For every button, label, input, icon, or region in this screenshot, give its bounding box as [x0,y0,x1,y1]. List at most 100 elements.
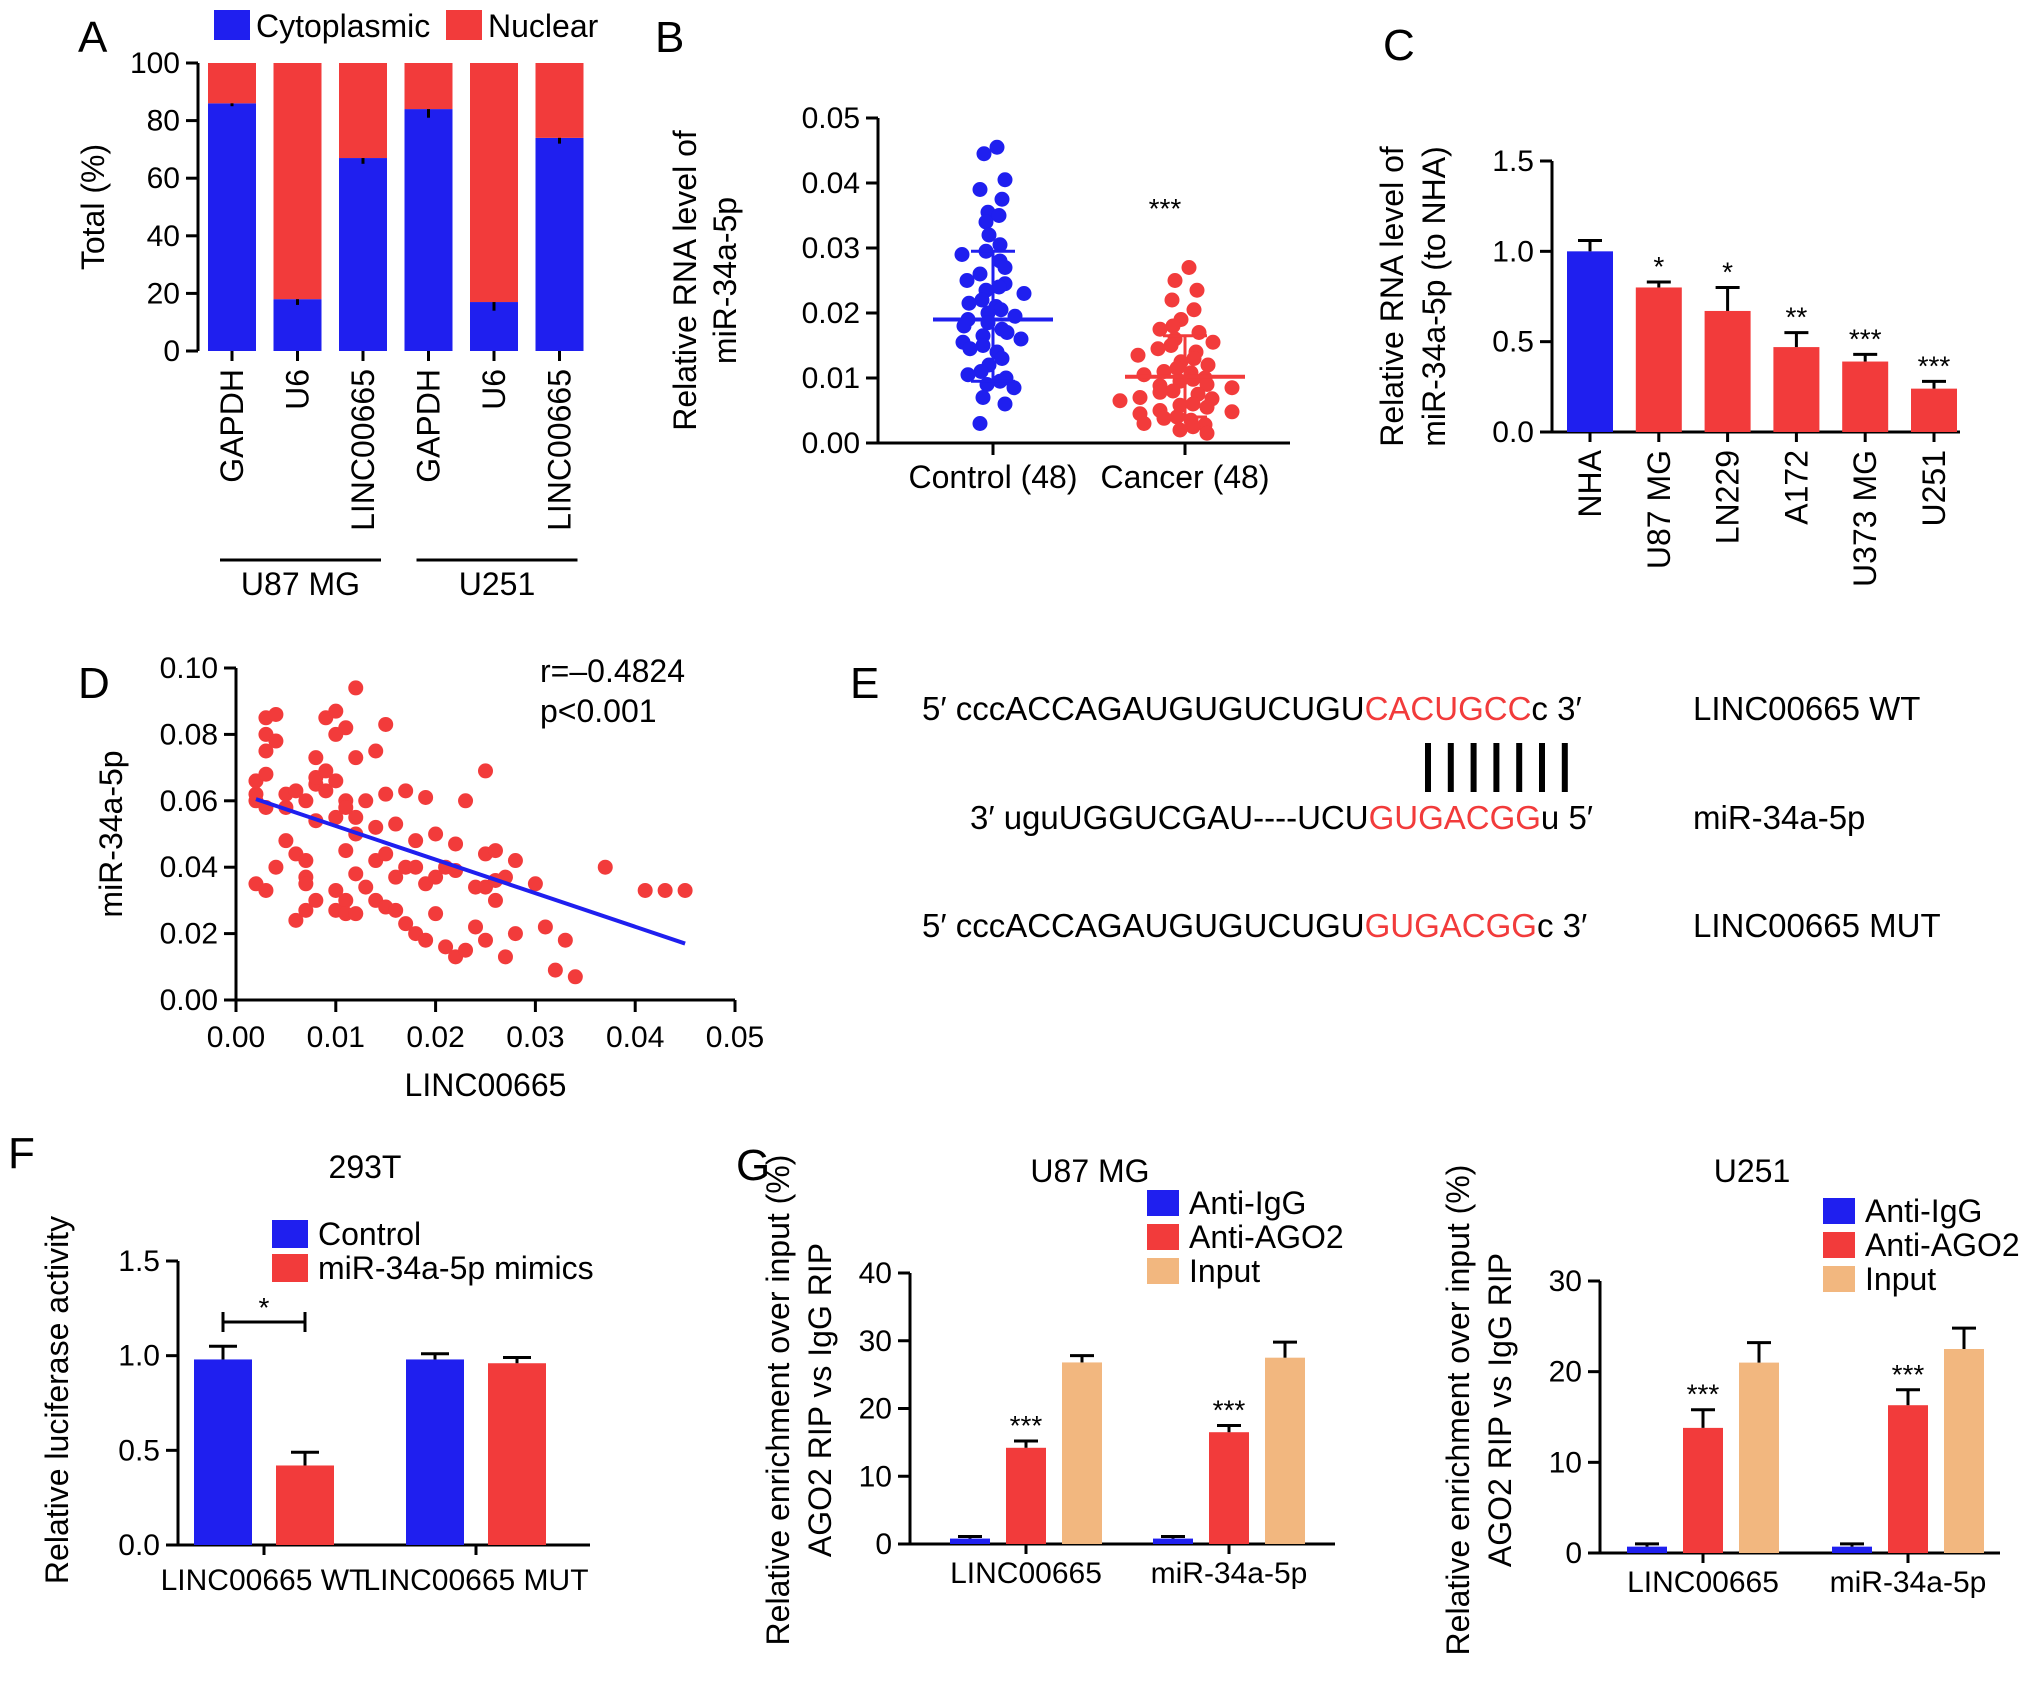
x-tick-label: NHA [1572,449,1608,517]
data-point [1172,422,1188,438]
x-tick-label: U251 [1916,450,1952,527]
data-point [1152,321,1168,337]
data-point [348,906,364,922]
data-point [989,139,1005,155]
legend-label: Anti-AGO2 [1865,1227,2020,1263]
panel-b: B 0.00 0.01 0.02 0.03 0.04 0.05 Relative RNA le… [655,13,1290,495]
x-tick-label: 0.02 [406,1021,464,1054]
data-point [288,912,304,928]
data-point [308,750,324,766]
y-tick-label: 0.04 [160,851,218,884]
data-point [1224,404,1240,420]
bar-cytoplasmic [339,158,387,351]
legend-label: Control [318,1216,421,1252]
data-point [318,783,334,799]
significance-label: *** [1892,1359,1925,1390]
x-tick-label: 0.04 [606,1021,664,1054]
data-point [1136,416,1152,431]
y-tick-label: 20 [147,277,180,310]
data-point [328,703,344,719]
data-point [478,763,493,779]
sequence-seed: GUGACGG [1365,907,1537,944]
data-point [1224,380,1240,396]
data-point [975,338,991,353]
x-tick-label: miR-34a-5p [1830,1566,1987,1599]
data-point [557,932,573,948]
legend-label: Anti-IgG [1189,1185,1306,1221]
sequence-row: 3′ uguUGGUCGAU----UCUGUGACGGu 5′ [970,799,1593,836]
data-point [458,942,474,958]
legend-swatch [1823,1266,1855,1292]
data-point [972,416,988,431]
y-tick-label: 0 [163,335,180,368]
data-point [408,859,424,875]
panel-label: D [78,659,110,708]
group-label: U251 [459,566,536,602]
data-point [975,390,991,405]
legend-label: Input [1865,1261,1936,1297]
data-point [378,786,394,802]
data-point [1199,399,1215,415]
bar-0 [1153,1538,1193,1544]
data-point [368,743,384,759]
data-point [338,799,354,815]
legend-swatch [272,1220,308,1248]
x-tick-label: Cancer (48) [1101,459,1270,495]
y-tick-label: 0 [875,1528,892,1561]
x-tick-label: LN229 [1710,450,1746,544]
data-point [1200,357,1216,373]
panel-label: F [8,1129,35,1178]
y-axis-label: AGO2 RIP vs IgG RIP [802,1243,838,1557]
x-axis-label: LINC00665 [405,1067,567,1103]
x-tick-label: U6 [280,369,316,410]
data-point [468,919,484,935]
sequence-label: miR-34a-5p [1693,799,1865,836]
panel-g-u251: U251 0 10 20 30 Relative enrichment over inpu… [1440,1153,2020,1655]
data-point [1150,341,1166,357]
data-point [348,680,364,696]
y-tick-label: 100 [130,47,180,80]
data-point [258,743,274,759]
data-point [408,833,424,849]
data-point [992,237,1008,253]
data-point [308,892,324,908]
data-point [348,750,364,766]
data-point [428,826,444,842]
x-tick-label: U373 MG [1847,450,1883,587]
sequence-row: 5′ cccACCAGAUGUGUCUGUGUGACGGc 3′ [922,907,1587,944]
bar-1 [1006,1447,1046,1544]
x-tick-label: 0.05 [706,1021,764,1054]
y-axis-label: miR-34a-5p (to NHA) [1416,146,1452,447]
panel-label: A [78,13,108,62]
data-point [597,859,613,875]
y-tick-label: 20 [859,1393,892,1426]
sequence-label: LINC00665 WT [1693,690,1920,727]
data-point [1112,393,1128,409]
significance-label: *** [1918,350,1951,381]
sequence-seed: CACUGCC [1365,690,1532,727]
x-tick-label: A172 [1778,450,1814,525]
data-point [637,882,653,898]
data-point [458,793,474,809]
bar-0 [1627,1546,1667,1553]
y-axis-label: Relative RNA level of [1374,146,1410,447]
stat-label: r=–0.4824 [540,653,685,689]
legend-label: Nuclear [488,8,599,44]
y-axis-label: miR-34a-5p [93,750,129,917]
bar [1773,347,1820,432]
y-tick-label: 0.0 [118,1529,160,1562]
bar-nuclear [339,63,387,159]
significance-label: *** [1687,1379,1720,1410]
data-point [507,926,523,942]
data-point [1132,390,1148,405]
data-point [388,869,404,885]
sequence-prefix: 5′ cccACCAGAUGUGUCUGU [922,690,1365,727]
data-point [981,227,997,243]
legend-swatch [1147,1258,1179,1284]
y-axis-label: Relative enrichment over input (%) [1440,1165,1476,1656]
data-point [388,902,404,918]
y-tick-label: 0.10 [160,652,218,685]
data-point [278,833,294,849]
data-point [567,969,583,985]
data-point [999,325,1015,340]
